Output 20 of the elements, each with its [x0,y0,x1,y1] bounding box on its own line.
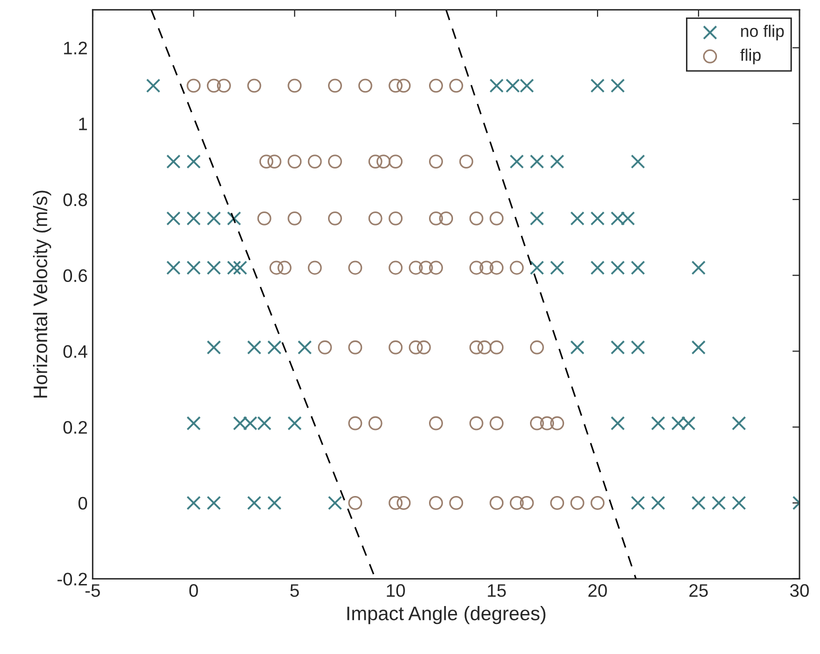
x-tick-label: 0 [189,584,198,597]
x-tick-label: -5 [85,584,100,597]
legend-label: no flip [741,24,784,40]
y-tick-label: 0.4 [63,345,88,358]
y-tick-label: 1.2 [64,42,87,54]
y-tick-label: 0.8 [63,193,88,206]
x-tick-label: 20 [588,584,607,597]
x-tick-label: 10 [386,584,405,597]
x-tick-label: 5 [290,584,299,597]
legend-label: flip [740,48,761,64]
y-tick-label: 1 [79,118,87,130]
x-tick-label: 30 [790,584,809,597]
y-tick-label: 0.6 [63,269,88,282]
y-tick-label: -0.2 [57,572,87,586]
x-tick-label: 25 [689,584,708,597]
x-tick-label: 15 [488,584,506,597]
x-axis-title: Impact Angle (degrees) [347,606,546,624]
y-tick-label: 0.2 [63,420,87,434]
y-tick-label: 0 [78,496,88,510]
y-axis-title: Horizontal Velocity (m/s) [33,190,52,398]
